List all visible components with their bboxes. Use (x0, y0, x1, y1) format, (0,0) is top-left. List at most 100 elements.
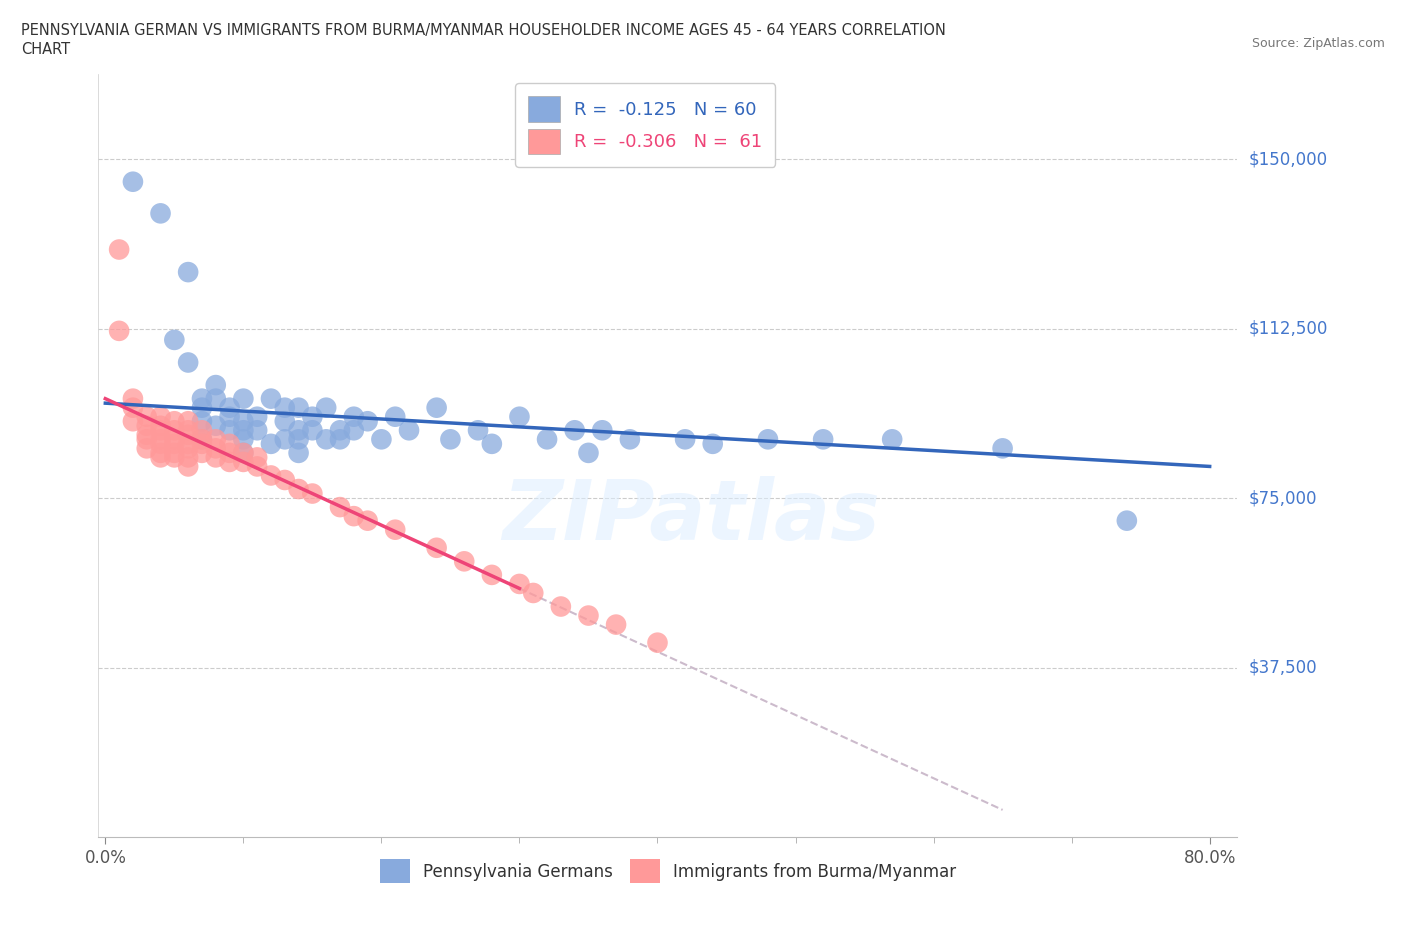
Point (191, 423, 214, 438)
Point (149, 409, 172, 424)
Point (673, 432, 696, 446)
Point (702, 436, 724, 451)
Point (218, 445, 240, 460)
Point (232, 445, 254, 460)
Point (191, 414, 214, 429)
Point (122, 392, 145, 406)
Point (384, 523, 406, 538)
Point (329, 432, 352, 446)
Point (177, 441, 200, 456)
Point (287, 432, 309, 446)
Point (536, 432, 558, 446)
Point (163, 432, 186, 446)
Point (481, 567, 503, 582)
Point (149, 445, 172, 460)
Point (232, 423, 254, 438)
Point (191, 445, 214, 460)
Point (260, 468, 283, 483)
Point (218, 423, 240, 438)
Text: PENNSYLVANIA GERMAN VS IMMIGRANTS FROM BURMA/MYANMAR HOUSEHOLDER INCOME AGES 45 : PENNSYLVANIA GERMAN VS IMMIGRANTS FROM B… (21, 23, 946, 38)
Point (163, 445, 186, 460)
Point (481, 436, 503, 451)
Point (426, 540, 449, 555)
Point (343, 409, 366, 424)
Point (287, 400, 309, 415)
Point (218, 400, 240, 415)
Point (315, 432, 337, 446)
Text: CHART: CHART (21, 42, 70, 57)
Point (384, 409, 406, 424)
Point (453, 554, 475, 569)
Point (356, 513, 378, 528)
Point (191, 432, 214, 446)
Point (122, 174, 145, 189)
Point (108, 324, 131, 339)
Text: $112,500: $112,500 (1249, 320, 1329, 338)
Point (274, 472, 297, 487)
Point (108, 242, 131, 257)
Point (274, 400, 297, 415)
Point (356, 414, 378, 429)
Point (508, 577, 530, 591)
Point (163, 436, 186, 451)
Point (232, 432, 254, 446)
Point (550, 599, 572, 614)
Point (177, 459, 200, 474)
Point (1115, 513, 1137, 528)
Point (177, 423, 200, 438)
Point (260, 436, 283, 451)
Text: Source: ZipAtlas.com: Source: ZipAtlas.com (1251, 37, 1385, 50)
Point (163, 423, 186, 438)
Point (149, 418, 172, 433)
Legend: Pennsylvania Germans, Immigrants from Burma/Myanmar: Pennsylvania Germans, Immigrants from Bu… (373, 853, 963, 890)
Point (301, 486, 323, 501)
Point (163, 414, 186, 429)
Point (578, 608, 600, 623)
Point (426, 400, 449, 415)
Point (591, 423, 613, 438)
Point (135, 428, 157, 443)
Text: ZIPatlas: ZIPatlas (502, 476, 880, 557)
Point (343, 509, 366, 524)
Point (398, 423, 420, 438)
Point (232, 455, 254, 470)
Point (287, 423, 309, 438)
Point (135, 432, 157, 446)
Point (343, 423, 366, 438)
Point (163, 332, 186, 347)
Point (329, 423, 352, 438)
Point (218, 409, 240, 424)
Point (246, 450, 269, 465)
Point (467, 423, 489, 438)
Point (177, 414, 200, 429)
Point (260, 392, 283, 406)
Point (274, 432, 297, 446)
Text: $150,000: $150,000 (1249, 150, 1327, 168)
Point (135, 418, 157, 433)
Point (122, 400, 145, 415)
Point (135, 441, 157, 456)
Point (218, 455, 240, 470)
Point (204, 418, 226, 433)
Point (522, 586, 544, 601)
Point (163, 450, 186, 465)
Point (274, 414, 297, 429)
Point (315, 400, 337, 415)
Point (301, 409, 323, 424)
Point (135, 409, 157, 424)
Point (149, 432, 172, 446)
Text: $37,500: $37,500 (1249, 658, 1317, 676)
Point (578, 445, 600, 460)
Point (439, 432, 461, 446)
Point (191, 432, 214, 446)
Point (232, 445, 254, 460)
Point (177, 355, 200, 370)
Point (204, 450, 226, 465)
Point (882, 432, 904, 446)
Point (232, 392, 254, 406)
Point (177, 265, 200, 280)
Point (204, 441, 226, 456)
Point (204, 432, 226, 446)
Point (232, 414, 254, 429)
Point (204, 378, 226, 392)
